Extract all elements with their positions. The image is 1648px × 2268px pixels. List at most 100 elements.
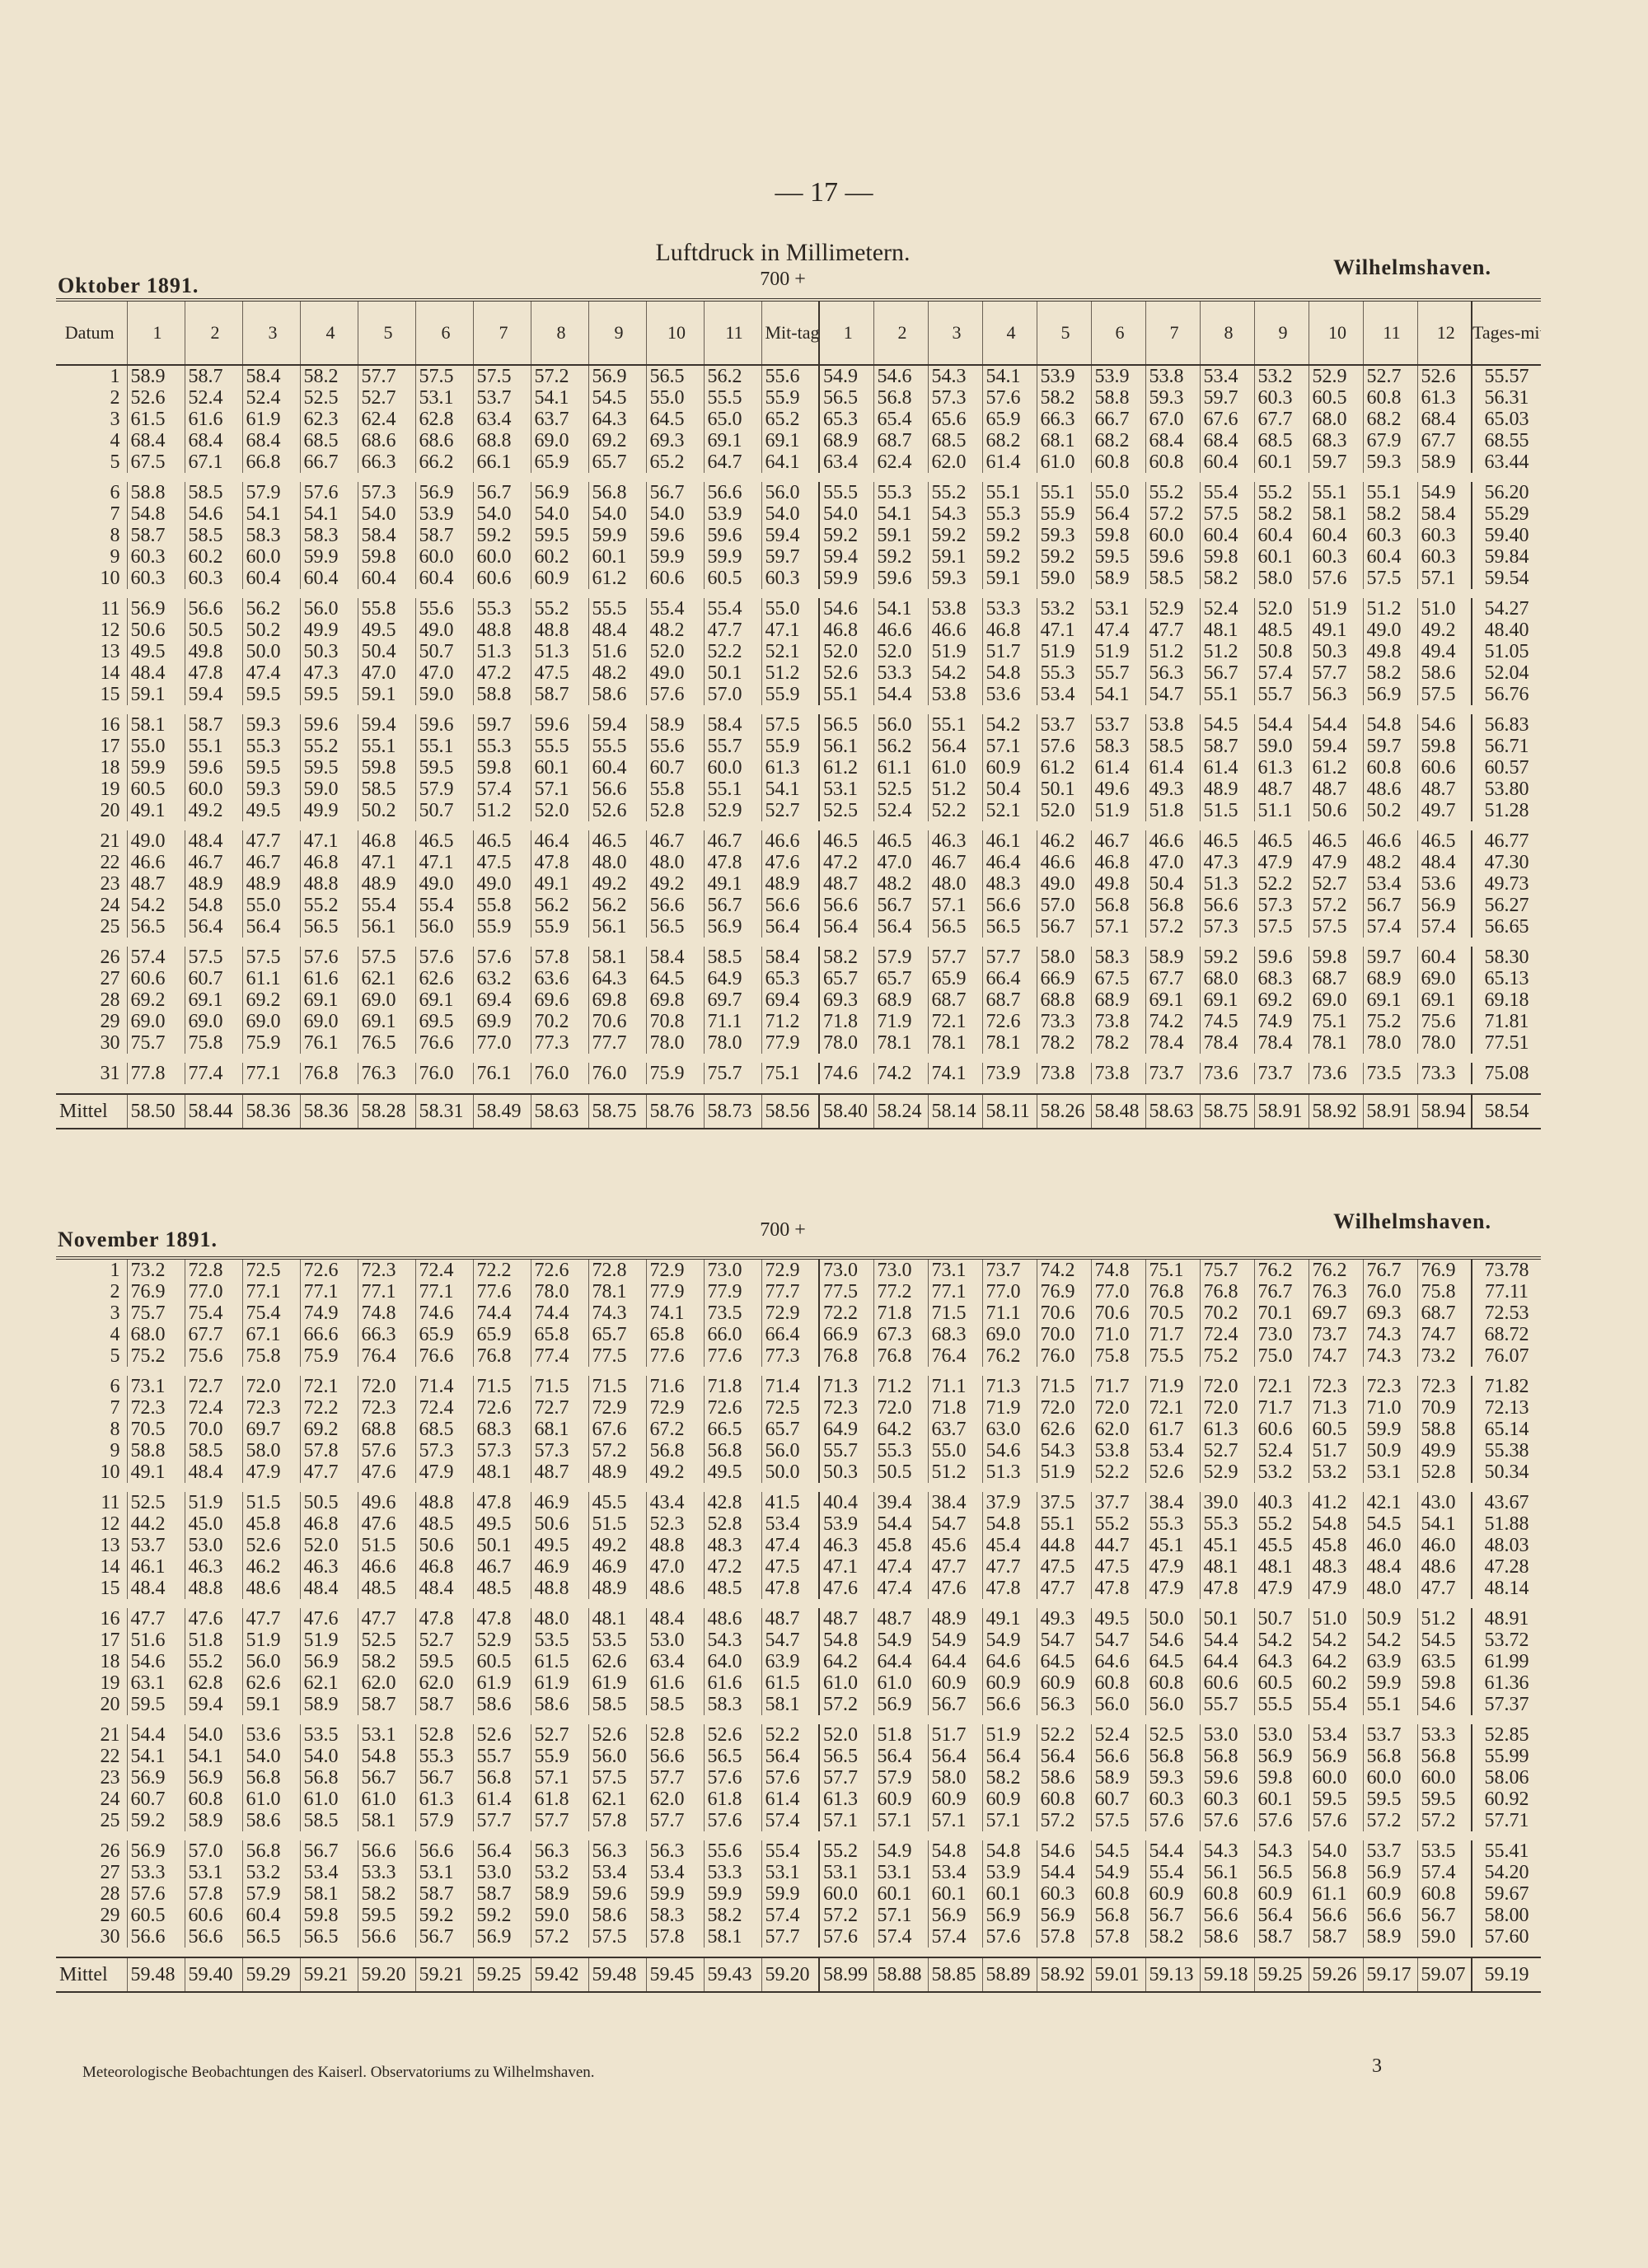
value-cell: 57.6 [299, 947, 358, 968]
value-cell: 50.0 [241, 641, 300, 662]
day-cell: 15 [100, 1578, 120, 1599]
value-cell: 63.4 [645, 1651, 704, 1672]
value-cell: 57.7 [357, 365, 415, 387]
table-row: 30 56.6 56.6 56.5 56.5 56.6 56.7 56.9 57.2 57.5 57… [56, 1926, 1541, 1948]
value-cell: 61.3 [1416, 387, 1472, 409]
value-cell: 58.2 [299, 365, 358, 387]
value-cell: 56.5 [645, 365, 704, 387]
value-cell: 73.0 [873, 1258, 928, 1281]
value-cell: 58.5 [184, 525, 242, 546]
value-cell: 48.5 [1253, 620, 1309, 641]
value-cell: 71.3 [981, 1376, 1037, 1397]
value-cell: 58.6 [1199, 1926, 1254, 1948]
value-cell: 61.2 [1036, 757, 1091, 779]
gap-cell [56, 1483, 1541, 1492]
value-cell: 64.9 [818, 1419, 873, 1440]
daily-mean-cell: 56.27 [1471, 895, 1541, 916]
value-cell: 53.4 [588, 1862, 646, 1883]
value-cell: 46.7 [1090, 830, 1145, 852]
value-cell: 49.2 [1416, 620, 1472, 641]
value-cell: 45.8 [873, 1535, 928, 1556]
value-cell: 55.6 [645, 736, 704, 757]
mittel-mean-cell: 59.19 [1471, 1957, 1541, 1993]
value-cell: 72.3 [818, 1397, 873, 1419]
value-cell: 59.8 [472, 757, 531, 779]
value-cell: 53.9 [981, 1862, 1037, 1883]
value-cell: 65.7 [588, 1324, 646, 1345]
value-cell: 56.7 [1416, 1905, 1472, 1926]
value-cell: 58.5 [1145, 568, 1200, 589]
value-cell: 61.1 [873, 757, 928, 779]
value-cell: 49.5 [357, 620, 415, 641]
value-cell: 53.2 [1036, 598, 1091, 620]
value-cell: 53.0 [472, 1862, 531, 1883]
mittel-value-cell: 58.50 [126, 1093, 185, 1129]
value-cell: 56.0 [241, 1651, 300, 1672]
table-row: 19 63.1 62.8 62.6 62.1 62.0 62.0 61.9 61.9 61.9 61… [56, 1672, 1541, 1694]
value-cell: 62.0 [927, 451, 982, 473]
value-cell: 46.5 [414, 830, 473, 852]
value-cell: 52.0 [530, 800, 588, 821]
value-cell: 77.4 [530, 1345, 588, 1367]
value-cell: 61.0 [1036, 451, 1091, 473]
day-cell: 22 [100, 852, 120, 873]
value-cell: 53.8 [927, 684, 982, 705]
value-cell: 56.8 [1199, 1746, 1254, 1767]
value-cell: 59.8 [1416, 1672, 1472, 1694]
daily-mean-cell: 54.27 [1471, 598, 1541, 620]
value-cell: 56.3 [1145, 662, 1200, 684]
value-cell: 56.9 [1362, 684, 1417, 705]
value-cell: 56.8 [472, 1767, 531, 1789]
value-cell: 49.5 [241, 800, 300, 821]
value-cell: 48.6 [1362, 779, 1417, 800]
value-cell: 56.7 [357, 1767, 415, 1789]
value-cell: 57.8 [299, 1440, 358, 1461]
day-cell: 3 [110, 1302, 120, 1324]
value-cell: 42.1 [1362, 1492, 1417, 1513]
value-cell: 54.2 [1362, 1630, 1417, 1651]
value-cell: 65.3 [761, 968, 819, 989]
value-cell: 45.8 [1308, 1535, 1363, 1556]
value-cell: 53.4 [761, 1513, 819, 1535]
value-cell: 73.7 [1145, 1063, 1200, 1084]
value-cell: 58.7 [530, 684, 588, 705]
value-cell: 69.2 [588, 430, 646, 451]
value-cell: 71.5 [588, 1376, 646, 1397]
value-cell: 58.2 [818, 947, 873, 968]
value-cell: 55.1 [1036, 1513, 1091, 1535]
value-cell: 52.5 [818, 800, 873, 821]
value-cell: 56.8 [1362, 1746, 1417, 1767]
value-cell: 58.9 [126, 365, 185, 387]
value-cell: 69.4 [761, 989, 819, 1011]
value-cell: 56.4 [184, 916, 242, 938]
value-cell: 46.6 [1362, 830, 1417, 852]
value-cell: 51.2 [472, 800, 531, 821]
column-header: 2 [184, 300, 242, 366]
value-cell: 52.7 [1308, 873, 1363, 895]
value-cell: 68.2 [1362, 409, 1417, 430]
value-cell: 73.7 [981, 1258, 1037, 1281]
value-cell: 46.7 [241, 852, 300, 873]
value-cell: 72.3 [1308, 1376, 1363, 1397]
value-cell: 71.9 [873, 1011, 928, 1032]
value-cell: 64.3 [588, 409, 646, 430]
value-cell: 78.1 [588, 1281, 646, 1302]
day-cell: 13 [100, 1535, 120, 1556]
value-cell: 66.3 [357, 1324, 415, 1345]
value-cell: 47.9 [1308, 1578, 1363, 1599]
value-cell: 52.6 [1416, 365, 1472, 387]
value-cell: 56.3 [645, 1840, 704, 1862]
value-cell: 55.4 [1145, 1862, 1200, 1883]
value-cell: 57.5 [184, 947, 242, 968]
value-cell: 46.5 [818, 830, 873, 852]
value-cell: 48.7 [126, 873, 185, 895]
value-cell: 71.0 [1362, 1397, 1417, 1419]
value-cell: 59.0 [1036, 568, 1091, 589]
value-cell: 56.1 [1199, 1862, 1254, 1883]
value-cell: 49.6 [357, 1492, 415, 1513]
table-row: 14 48.4 47.8 47.4 47.3 47.0 47.0 47.2 47.5 48.2 49… [56, 662, 1541, 684]
value-cell: 51.2 [1362, 598, 1417, 620]
value-cell: 48.2 [588, 662, 646, 684]
value-cell: 55.8 [357, 598, 415, 620]
mittel-value-cell: 59.21 [414, 1957, 473, 1993]
